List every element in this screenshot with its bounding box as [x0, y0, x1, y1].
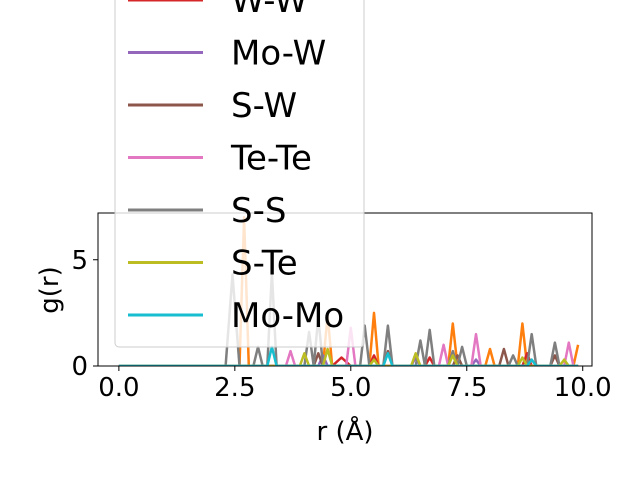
legend-label-te-te: Te-Te — [230, 139, 312, 179]
x-axis: 0.0 2.5 5.0 7.5 10.0 — [98, 366, 612, 403]
series-layer — [118, 216, 580, 366]
x-tick-label: 2.5 — [214, 373, 255, 403]
y-axis-label: g(r) — [35, 266, 65, 313]
series-line-mo-mo — [118, 345, 579, 366]
legend-label-w-w: W-W — [231, 0, 308, 21]
y-tick-label: 5 — [71, 246, 88, 276]
y-tick-label: 0 — [71, 352, 88, 382]
series-line-te-te — [118, 326, 579, 366]
series-line-unlabeled-0 — [118, 216, 580, 366]
series-line-w-w — [118, 352, 579, 366]
x-tick-label: 7.5 — [446, 373, 487, 403]
x-axis-label: r (Å) — [316, 415, 373, 447]
x-tick-label: 10.0 — [554, 373, 612, 403]
legend-label-s-te: S-Te — [231, 244, 298, 284]
x-tick-label: 5.0 — [330, 373, 371, 403]
legend-label-mo-mo: Mo-Mo — [231, 296, 344, 336]
legend-box — [114, 0, 365, 348]
legend-label-s-s: S-S — [231, 191, 286, 231]
x-tick-label: 0.0 — [98, 373, 139, 403]
y-axis: 05 — [71, 246, 98, 382]
legend: W-W Mo-W S-W Te-Te S-S S-Te Mo-Mo — [114, 0, 365, 348]
legend-label-mo-w: Mo-W — [231, 34, 326, 74]
series-line-s-te — [118, 347, 579, 366]
legend-label-s-w: S-W — [231, 86, 297, 126]
